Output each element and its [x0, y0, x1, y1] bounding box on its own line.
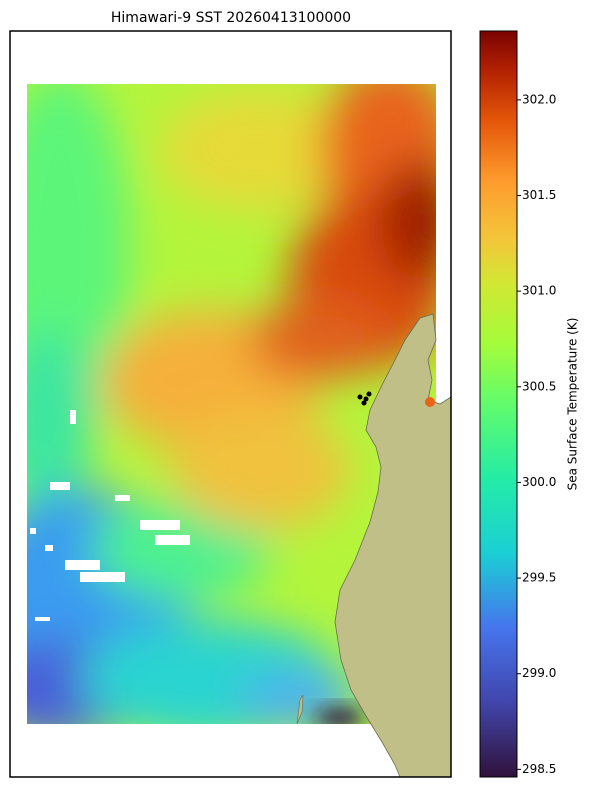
map-frame: [9, 30, 452, 778]
colorbar-ticks: 298.5 299.0 299.5 300.0 300.5 301.0 301.5 302.0: [517, 92, 556, 776]
island: [296, 694, 304, 725]
colorbar-tick-label: 302.0: [522, 92, 556, 106]
colorbar-tick-label: 299.0: [522, 666, 556, 680]
colorbar-label: Sea Surface Temperature (K): [566, 318, 580, 491]
colorbar-tick-label: 299.5: [522, 571, 556, 585]
colorbar-tick-label: 300.0: [522, 475, 556, 489]
colorbar-tick-label: 301.0: [522, 284, 556, 298]
colorbar-tick-label: 301.5: [522, 188, 556, 202]
sst-field: [27, 84, 436, 724]
colorbar: [479, 30, 518, 778]
colorbar-tick-label: 298.5: [522, 762, 556, 776]
coastal-warm-spot: [425, 397, 435, 407]
colorbar-tick-label: 300.5: [522, 379, 556, 393]
chart-title: Himawari-9 SST 20260413100000: [111, 10, 351, 26]
station-markers: [357, 391, 372, 406]
